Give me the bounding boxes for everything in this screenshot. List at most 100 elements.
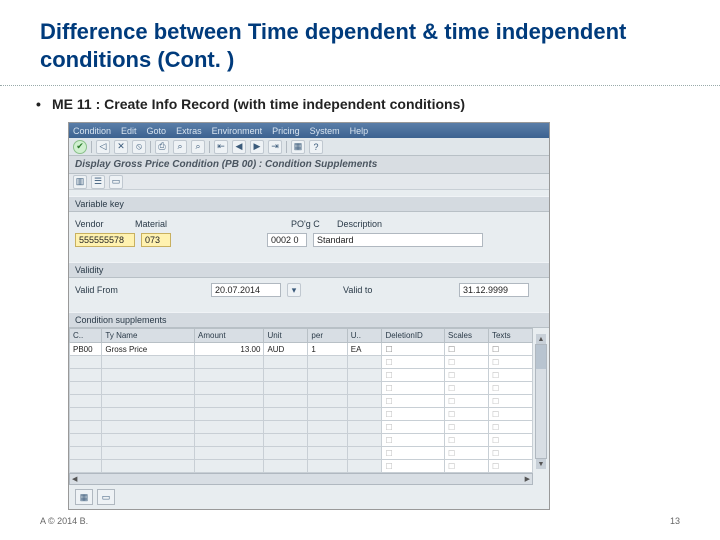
cell[interactable]	[102, 369, 195, 382]
cell[interactable]	[102, 421, 195, 434]
menu-edit[interactable]: Edit	[121, 126, 137, 136]
cell[interactable]	[195, 434, 264, 447]
col-u[interactable]: U..	[347, 329, 382, 343]
overview-icon[interactable]: ☰	[91, 175, 105, 189]
scroll-down-icon[interactable]: ▼	[536, 459, 546, 469]
cell[interactable]	[308, 434, 347, 447]
cell[interactable]	[195, 356, 264, 369]
col-deletionid[interactable]: DeletionID	[382, 329, 445, 343]
cell[interactable]	[264, 408, 308, 421]
cell[interactable]	[308, 408, 347, 421]
cell[interactable]: ☐	[382, 447, 445, 460]
col-scales[interactable]: Scales	[444, 329, 488, 343]
cell[interactable]: Gross Price	[102, 343, 195, 356]
cell[interactable]	[308, 382, 347, 395]
cell[interactable]: ☐	[488, 408, 532, 421]
cell[interactable]	[308, 356, 347, 369]
valid-to-field[interactable]: 31.12.9999	[459, 283, 529, 297]
cell[interactable]: PB00	[70, 343, 102, 356]
help-icon[interactable]: ?	[309, 140, 323, 154]
find-icon[interactable]: ⌕	[173, 140, 187, 154]
cell[interactable]	[102, 408, 195, 421]
cell[interactable]: ☐	[382, 382, 445, 395]
col-per[interactable]: per	[308, 329, 347, 343]
cell[interactable]	[70, 382, 102, 395]
cell[interactable]	[102, 460, 195, 473]
vertical-scrollbar[interactable]: ▲ ▼	[535, 344, 547, 459]
next-icon[interactable]: ▶	[250, 140, 264, 154]
menu-extras[interactable]: Extras	[176, 126, 202, 136]
layout-icon[interactable]: ▦	[291, 140, 305, 154]
cell[interactable]	[347, 408, 382, 421]
vendor-field[interactable]: 555555578	[75, 233, 135, 247]
cell[interactable]	[195, 460, 264, 473]
cell[interactable]	[308, 447, 347, 460]
table-row[interactable]: ☐☐☐	[70, 447, 533, 460]
cell[interactable]: ☐	[382, 460, 445, 473]
table-row[interactable]: ☐☐☐	[70, 395, 533, 408]
cell[interactable]: ☐	[382, 408, 445, 421]
cell[interactable]	[195, 421, 264, 434]
cell[interactable]: ☐	[444, 434, 488, 447]
col-c[interactable]: C..	[70, 329, 102, 343]
cell[interactable]: ☐	[488, 356, 532, 369]
cell[interactable]	[308, 421, 347, 434]
cell[interactable]	[308, 460, 347, 473]
cell[interactable]: AUD	[264, 343, 308, 356]
menu-condition[interactable]: Condition	[73, 126, 111, 136]
cell[interactable]	[347, 447, 382, 460]
cell[interactable]: ☐	[488, 369, 532, 382]
accept-icon[interactable]: ✔	[73, 140, 87, 154]
cell[interactable]	[70, 395, 102, 408]
cell[interactable]	[70, 447, 102, 460]
cancel-icon[interactable]: ⦸	[132, 140, 146, 154]
cell[interactable]: ☐	[382, 343, 445, 356]
cell[interactable]: ☐	[488, 395, 532, 408]
cell[interactable]: ☐	[444, 382, 488, 395]
cell[interactable]	[70, 369, 102, 382]
table-row[interactable]: ☐☐☐	[70, 408, 533, 421]
calendar-icon[interactable]: ▾	[287, 283, 301, 297]
cell[interactable]	[347, 395, 382, 408]
table-row[interactable]: ☐☐☐	[70, 369, 533, 382]
cell[interactable]: ☐	[488, 460, 532, 473]
cell[interactable]: ☐	[444, 356, 488, 369]
cell[interactable]	[70, 421, 102, 434]
cell[interactable]	[308, 395, 347, 408]
exit-icon[interactable]: ✕	[114, 140, 128, 154]
cell[interactable]: ☐	[382, 369, 445, 382]
cell[interactable]	[264, 434, 308, 447]
cell[interactable]	[264, 382, 308, 395]
cell[interactable]	[102, 447, 195, 460]
cell[interactable]	[70, 434, 102, 447]
cell[interactable]	[102, 356, 195, 369]
menu-help[interactable]: Help	[350, 126, 369, 136]
porg-field[interactable]: 0002 0	[267, 233, 307, 247]
cell[interactable]: ☐	[444, 421, 488, 434]
cell[interactable]: ☐	[488, 382, 532, 395]
cell[interactable]: ☐	[382, 356, 445, 369]
detail-icon[interactable]: ▥	[73, 175, 87, 189]
cell[interactable]: ☐	[488, 434, 532, 447]
cell[interactable]	[195, 395, 264, 408]
cell[interactable]	[347, 460, 382, 473]
cell[interactable]	[70, 408, 102, 421]
cell[interactable]	[70, 460, 102, 473]
cell[interactable]	[308, 369, 347, 382]
col-texts[interactable]: Texts	[488, 329, 532, 343]
table-row[interactable]: ☐☐☐	[70, 382, 533, 395]
cell[interactable]: EA	[347, 343, 382, 356]
cell[interactable]	[195, 408, 264, 421]
cell[interactable]: ☐	[382, 434, 445, 447]
print-icon[interactable]: ⎙	[155, 140, 169, 154]
cell[interactable]: ☐	[488, 447, 532, 460]
col-tyname[interactable]: Ty Name	[102, 329, 195, 343]
cell[interactable]	[347, 434, 382, 447]
table-row[interactable]: ☐☐☐	[70, 356, 533, 369]
cell[interactable]: 13.00	[195, 343, 264, 356]
cell[interactable]: ☐	[488, 421, 532, 434]
cell[interactable]: ☐	[444, 447, 488, 460]
table-row[interactable]: ☐☐☐	[70, 421, 533, 434]
cell[interactable]: ☐	[444, 395, 488, 408]
cell[interactable]	[347, 369, 382, 382]
